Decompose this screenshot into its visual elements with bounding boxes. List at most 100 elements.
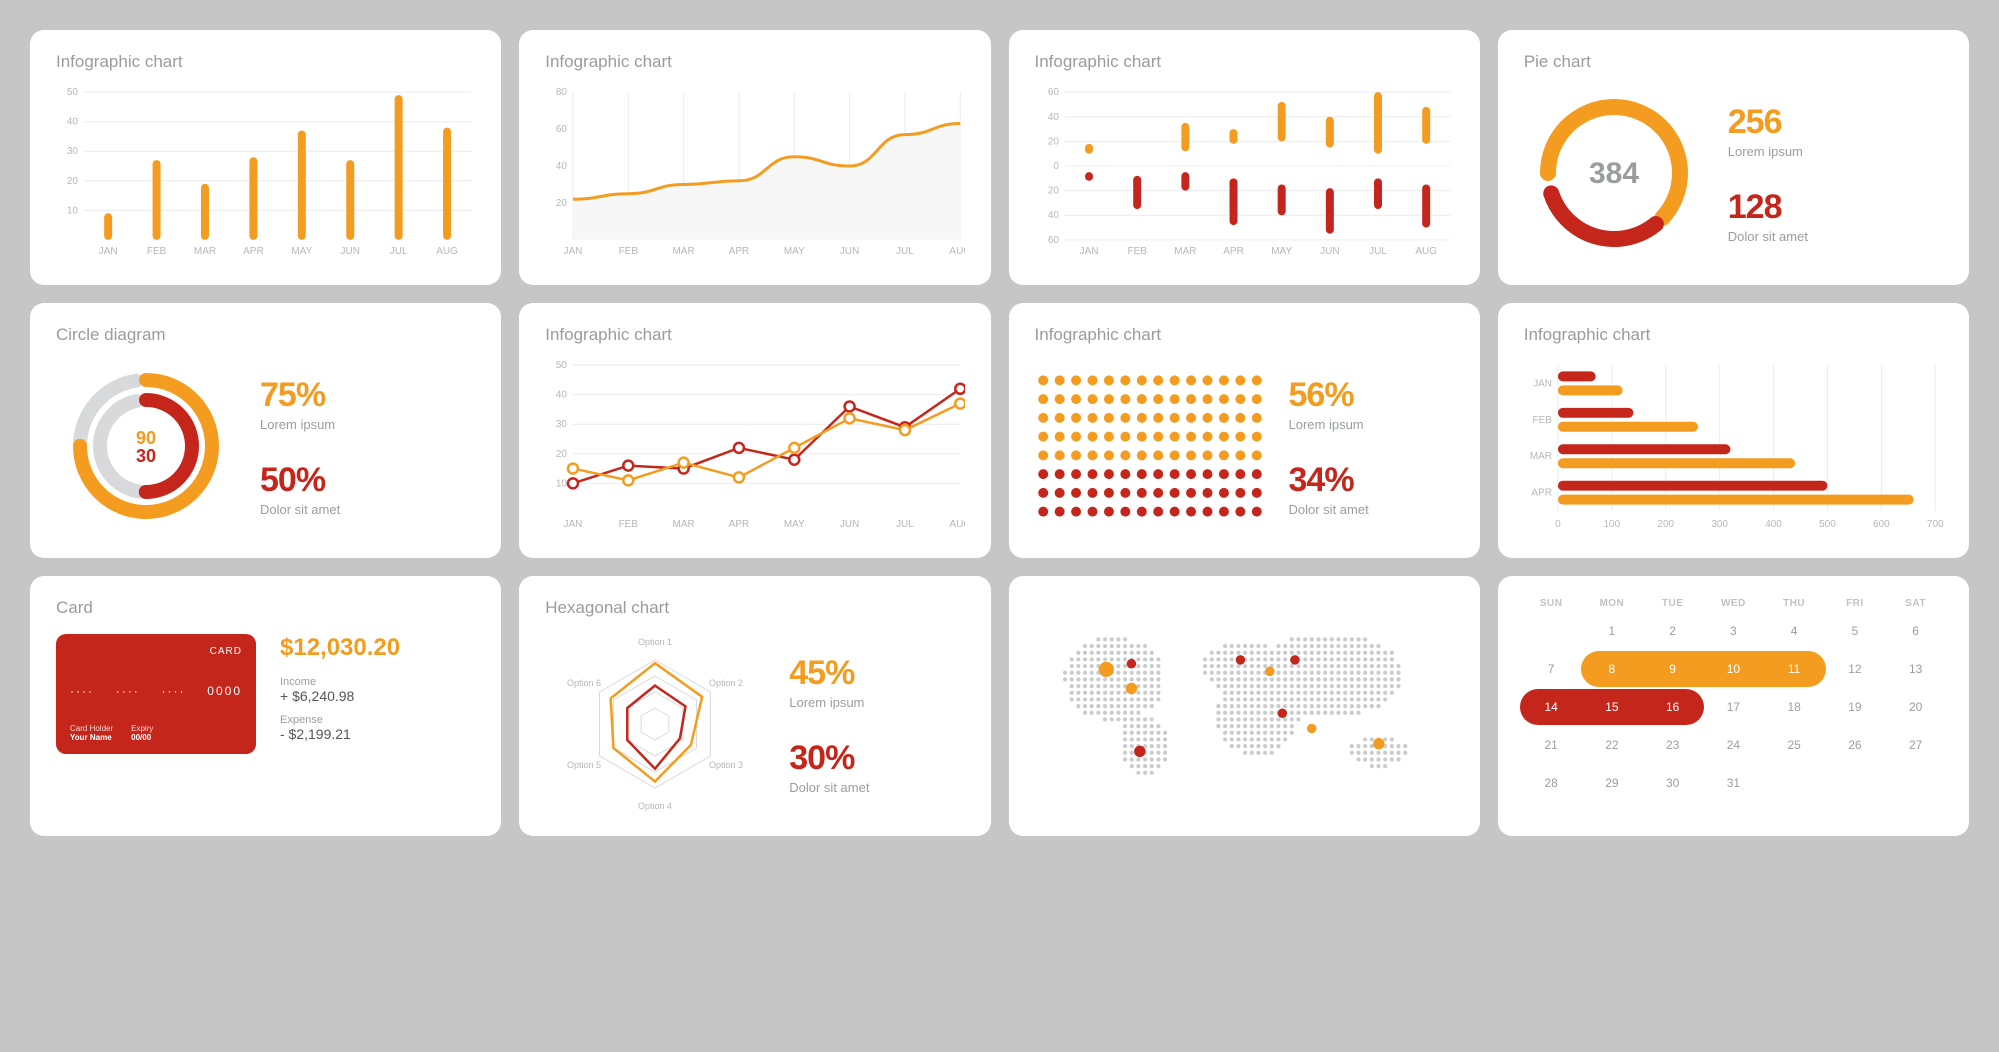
svg-text:JUL: JUL	[896, 246, 914, 257]
svg-text:384: 384	[1589, 157, 1639, 190]
cal-day[interactable]: 17	[1706, 691, 1761, 723]
svg-text:50: 50	[556, 361, 568, 371]
svg-text:MAY: MAY	[784, 246, 805, 257]
cal-day[interactable]: 5	[1828, 615, 1883, 647]
panel-world-map	[1009, 576, 1480, 836]
cal-day[interactable]: 19	[1828, 691, 1883, 723]
cal-day[interactable]: 11	[1767, 653, 1822, 685]
cal-day[interactable]: 3	[1706, 615, 1761, 647]
svg-text:MAR: MAR	[194, 246, 216, 257]
cal-day[interactable]: 31	[1706, 767, 1761, 799]
cal-day[interactable]: 14	[1524, 691, 1579, 723]
card-finance: $12,030.20 Income + $6,240.98 Expense - …	[280, 634, 400, 742]
panel-title: Infographic chart	[1035, 52, 1454, 72]
panel-credit-card: Card CARD ···· ···· ···· 0000 Card Holde…	[30, 576, 501, 836]
panel-pie-chart: Pie chart 384 256Lorem ipsum 128Dolor si…	[1498, 30, 1969, 285]
income-value: + $6,240.98	[280, 688, 400, 704]
stat-sub-2: Dolor sit amet	[260, 502, 340, 517]
cal-day[interactable]: 30	[1645, 767, 1700, 799]
cal-header: SAT	[1888, 598, 1943, 609]
cal-day[interactable]: 27	[1888, 729, 1943, 761]
stat-value-2: 30%	[789, 739, 869, 778]
cal-header: TUE	[1645, 598, 1700, 609]
panel-title: Infographic chart	[545, 52, 964, 72]
card-number: ···· ···· ···· 0000	[70, 684, 242, 698]
cal-day[interactable]: 29	[1585, 767, 1640, 799]
panel-title: Infographic chart	[545, 325, 964, 345]
svg-text:MAR: MAR	[673, 519, 695, 530]
cal-day[interactable]: 6	[1888, 615, 1943, 647]
stat-value-2: 50%	[260, 461, 340, 500]
svg-text:60: 60	[1047, 88, 1059, 98]
stat-value-1: 45%	[789, 654, 869, 693]
cal-day[interactable]: 12	[1828, 653, 1883, 685]
cal-day[interactable]: 9	[1645, 653, 1700, 685]
cal-day[interactable]: 2	[1645, 615, 1700, 647]
svg-text:200: 200	[1657, 519, 1674, 530]
radar-stats: 45%Lorem ipsum 30%Dolor sit amet	[789, 639, 869, 809]
cal-day[interactable]: 23	[1645, 729, 1700, 761]
dot-stats: 56%Lorem ipsum 34%Dolor sit amet	[1289, 361, 1369, 531]
svg-text:10: 10	[556, 478, 568, 489]
cal-day[interactable]	[1524, 615, 1579, 647]
svg-text:30: 30	[556, 419, 568, 430]
cal-day[interactable]: 16	[1645, 691, 1700, 723]
cal-header: FRI	[1828, 598, 1883, 609]
svg-text:400: 400	[1765, 519, 1782, 530]
stat-sub-2: Dolor sit amet	[789, 780, 869, 795]
stat-value-1: 56%	[1289, 376, 1369, 415]
svg-text:JUN: JUN	[840, 246, 859, 257]
expense-value: - $2,199.21	[280, 726, 400, 742]
svg-text:AUG: AUG	[950, 519, 965, 530]
svg-text:FEB: FEB	[147, 246, 167, 257]
svg-text:20: 20	[556, 449, 568, 460]
panel-calendar: SUNMONTUEWEDTHUFRISAT1234567891011121314…	[1498, 576, 1969, 836]
cal-day[interactable]: 15	[1585, 691, 1640, 723]
cal-day[interactable]: 24	[1706, 729, 1761, 761]
cal-day[interactable]: 26	[1828, 729, 1883, 761]
cal-day[interactable]: 22	[1585, 729, 1640, 761]
svg-text:Option 6: Option 6	[567, 678, 601, 688]
svg-text:FEB: FEB	[619, 519, 639, 530]
svg-text:20: 20	[1047, 136, 1059, 147]
svg-text:FEB: FEB	[1532, 415, 1552, 426]
panel-range-chart: Infographic chart 6040200204060JANFEBMAR…	[1009, 30, 1480, 285]
svg-text:AUG: AUG	[950, 246, 965, 257]
panel-title: Hexagonal chart	[545, 598, 964, 618]
hbar-chart: 0100200300400500600700JANFEBMARAPR	[1524, 361, 1943, 531]
svg-text:FEB: FEB	[1127, 246, 1147, 257]
line-chart: 1020304050JANFEBMARAPRMAYJUNJULAUG	[545, 361, 964, 531]
cal-day[interactable]: 18	[1767, 691, 1822, 723]
svg-text:10: 10	[67, 205, 79, 216]
svg-text:JAN: JAN	[564, 246, 583, 257]
svg-text:500: 500	[1819, 519, 1836, 530]
svg-text:0: 0	[1555, 519, 1561, 530]
cal-day[interactable]: 8	[1585, 653, 1640, 685]
svg-text:90: 90	[136, 428, 156, 448]
cal-header: WED	[1706, 598, 1761, 609]
svg-text:JAN: JAN	[564, 519, 583, 530]
panel-hbar-chart: Infographic chart 0100200300400500600700…	[1498, 303, 1969, 558]
svg-text:Option 3: Option 3	[709, 760, 743, 770]
cal-day[interactable]: 10	[1706, 653, 1761, 685]
svg-text:FEB: FEB	[619, 246, 639, 257]
cal-day[interactable]: 13	[1888, 653, 1943, 685]
circle-stats: 75%Lorem ipsum 50%Dolor sit amet	[260, 361, 340, 531]
svg-text:40: 40	[1047, 210, 1059, 221]
svg-text:JAN: JAN	[1533, 378, 1552, 389]
svg-text:100: 100	[1603, 519, 1620, 530]
cal-day[interactable]: 4	[1767, 615, 1822, 647]
svg-text:MAY: MAY	[784, 519, 805, 530]
svg-text:AUG: AUG	[1415, 246, 1437, 257]
svg-text:300: 300	[1711, 519, 1728, 530]
cal-day[interactable]: 25	[1767, 729, 1822, 761]
cal-day[interactable]: 20	[1888, 691, 1943, 723]
svg-text:JUN: JUN	[1320, 246, 1339, 257]
calendar: SUNMONTUEWEDTHUFRISAT1234567891011121314…	[1524, 598, 1943, 799]
cal-day[interactable]: 7	[1524, 653, 1579, 685]
radar-chart: Option 1Option 2Option 3Option 4Option 5…	[545, 634, 765, 814]
cal-day[interactable]: 21	[1524, 729, 1579, 761]
cal-day[interactable]: 1	[1585, 615, 1640, 647]
cal-day[interactable]: 28	[1524, 767, 1579, 799]
svg-text:600: 600	[1873, 519, 1890, 530]
